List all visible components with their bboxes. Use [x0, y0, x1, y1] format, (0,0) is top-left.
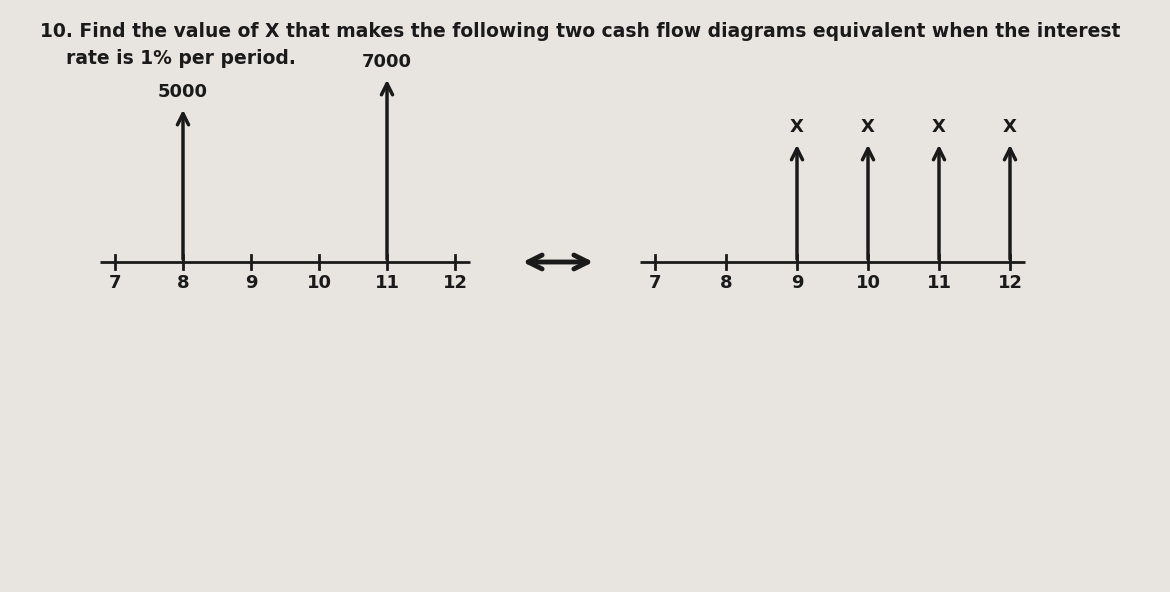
- Text: 12: 12: [998, 274, 1023, 292]
- Text: 8: 8: [177, 274, 190, 292]
- Text: 10: 10: [307, 274, 331, 292]
- Text: rate is 1% per period.: rate is 1% per period.: [40, 49, 296, 68]
- Text: 7: 7: [648, 274, 661, 292]
- Text: 11: 11: [927, 274, 951, 292]
- Text: X: X: [932, 118, 945, 136]
- Text: 7000: 7000: [362, 53, 412, 71]
- Text: 11: 11: [374, 274, 399, 292]
- Text: X: X: [1003, 118, 1017, 136]
- Text: 8: 8: [720, 274, 732, 292]
- Text: 5000: 5000: [158, 83, 208, 101]
- Text: X: X: [861, 118, 875, 136]
- Text: 7: 7: [109, 274, 122, 292]
- Text: 9: 9: [791, 274, 804, 292]
- Text: 10. Find the value of X that makes the following two cash flow diagrams equivale: 10. Find the value of X that makes the f…: [40, 22, 1121, 41]
- Text: X: X: [790, 118, 804, 136]
- Text: 10: 10: [855, 274, 881, 292]
- Text: 9: 9: [245, 274, 257, 292]
- Text: 12: 12: [442, 274, 468, 292]
